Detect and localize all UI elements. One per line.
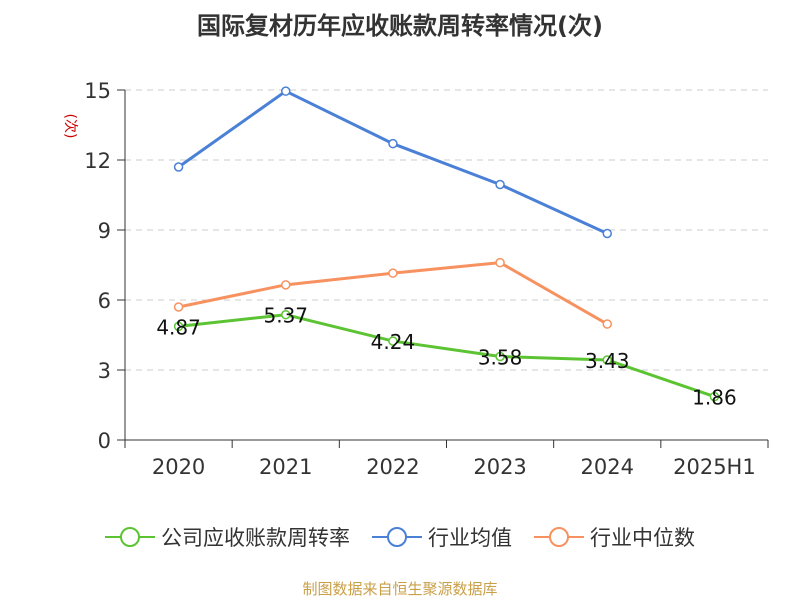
data-point [602, 319, 612, 329]
y-tick-label: 6 [98, 289, 111, 313]
data-point [495, 257, 505, 268]
data-point [173, 162, 184, 172]
chart-title: 国际复材历年应收账款周转率情况(次) [197, 12, 603, 40]
data-label: 4.87 [156, 315, 201, 339]
y-tick-label: 9 [98, 219, 111, 243]
grid-lines [125, 89, 768, 371]
data-point [495, 351, 505, 362]
legend-swatch-icon [372, 527, 422, 547]
y-tick-label: 0 [98, 429, 111, 453]
legend-label: 公司应收账款周转率 [161, 526, 350, 550]
data-label: 3.43 [585, 349, 630, 373]
legend-label: 行业均值 [428, 526, 512, 550]
data-point [281, 280, 291, 290]
legend-label: 行业中位数 [590, 526, 695, 550]
legend: 公司应收账款周转率 行业均值 行业中位数 [0, 520, 800, 554]
y-tick-label: 3 [98, 359, 111, 383]
data-label: 5.37 [263, 304, 308, 328]
x-tick-label: 2022 [366, 455, 419, 479]
data-point [495, 179, 505, 190]
legend-swatch-circle [120, 527, 140, 547]
y-tick-label: 15 [84, 79, 111, 103]
x-tick-label: 2024 [581, 455, 634, 479]
data-point [709, 391, 720, 402]
data-point [173, 321, 184, 332]
data-labels: 4.87 5.37 4.24 3.58 3.43 1.86 [156, 304, 736, 410]
legend-swatch-icon [534, 527, 584, 547]
data-source-note: 制图数据来自恒生聚源数据库 [302, 580, 498, 598]
data-point [281, 86, 291, 96]
series-line [178, 313, 715, 399]
data-label: 4.24 [371, 330, 416, 354]
legend-item[interactable]: 公司应收账款周转率 [105, 522, 350, 552]
data-point [173, 302, 184, 312]
y-axis-unit-label: (次) [62, 114, 78, 139]
axes: 0 3 6 9 12 15 2020 2021 2022 2023 2024 2025H1 [84, 79, 769, 479]
data-point [281, 309, 291, 320]
legend-item[interactable]: 行业均值 [372, 522, 512, 552]
x-tick-label: 2023 [473, 455, 526, 479]
legend-swatch-circle [387, 527, 407, 547]
x-tick-label: 2021 [259, 455, 312, 479]
data-point [602, 355, 612, 365]
data-label: 3.58 [478, 345, 523, 369]
x-tick-label: 2025H1 [673, 455, 756, 479]
series-line [177, 89, 608, 235]
x-tick-label: 2020 [152, 455, 205, 479]
data-point [388, 268, 398, 278]
data-point [388, 336, 398, 346]
data-point [602, 228, 612, 239]
series-lines [173, 86, 720, 402]
data-point [388, 138, 398, 149]
data-label: 1.86 [692, 386, 737, 410]
legend-swatch-icon [105, 527, 155, 547]
legend-item[interactable]: 行业中位数 [534, 522, 695, 552]
legend-swatch-circle [549, 527, 569, 547]
y-tick-label: 12 [84, 149, 111, 173]
